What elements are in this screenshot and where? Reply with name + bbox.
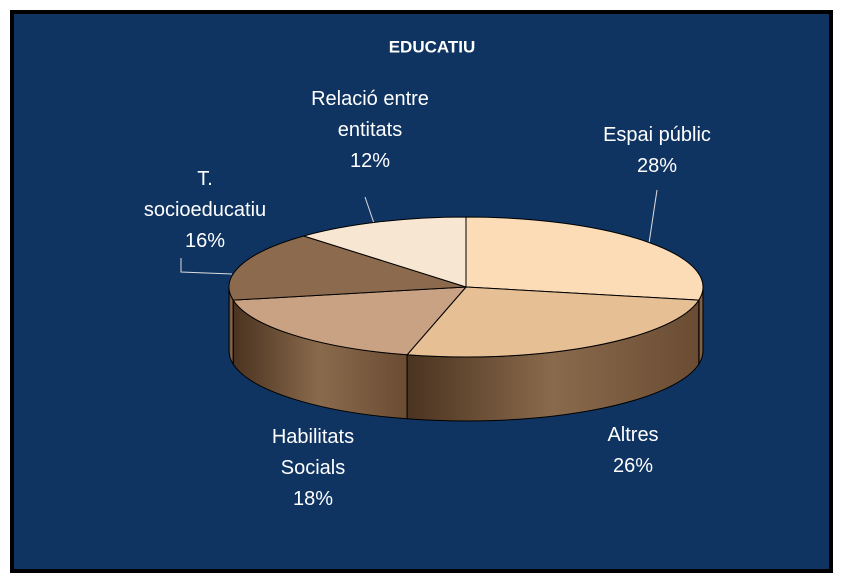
leader-line (180, 258, 233, 275)
pie-slice (301, 216, 467, 288)
slice-label: T. socioeducatiu 16% (135, 164, 275, 257)
slice-label: Habilitats Socials 18% (243, 422, 383, 515)
category-label: Habilitats Socials (271, 426, 355, 479)
pie-slice (232, 286, 468, 356)
slice-label: Relació entre entitats 12% (285, 84, 455, 177)
slice-label: Espai públic 28% (557, 120, 757, 182)
value-label: 12% (349, 150, 391, 172)
value-label: 28% (636, 155, 678, 177)
category-label: Altres (607, 424, 659, 446)
pie-slice (406, 286, 700, 358)
chart-title: EDUCATIU (389, 37, 476, 56)
slice-label: Altres 26% (553, 420, 713, 482)
value-label: 16% (184, 230, 226, 252)
category-label: Relació entre entitats (311, 88, 429, 141)
value-label: 18% (292, 488, 334, 510)
value-label: 26% (612, 455, 654, 477)
category-label: Espai públic (603, 124, 711, 146)
leader-line (647, 189, 658, 251)
category-label: T. socioeducatiu (143, 168, 267, 221)
pie-slice (228, 235, 467, 301)
pie-slice (465, 216, 704, 301)
